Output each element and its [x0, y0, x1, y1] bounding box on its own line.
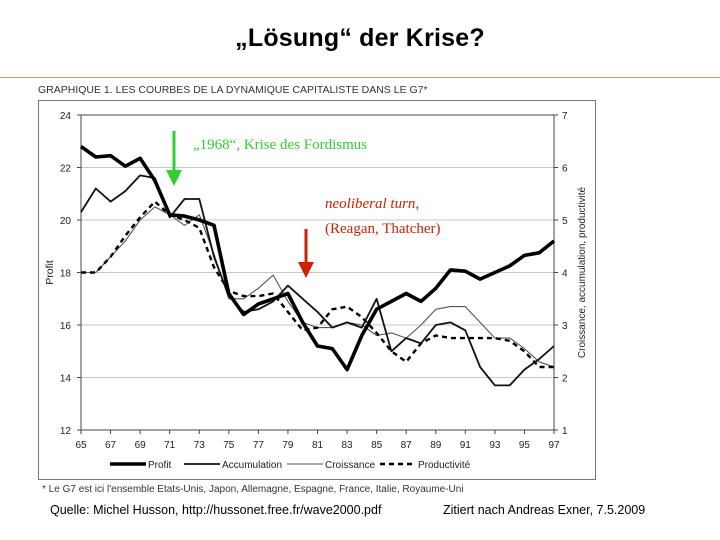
legend-label: Accumulation	[222, 460, 282, 471]
cited-by: Zitiert nach Andreas Exner, 7.5.2009	[443, 503, 646, 517]
slide-title: „Lösung“ der Krise?	[235, 24, 485, 52]
x-tick-label: 73	[194, 440, 206, 451]
grid-lines	[81, 114, 554, 431]
arrow-neoliberal-icon	[298, 229, 314, 278]
source-citation: Quelle: Michel Husson, http://hussonet.f…	[50, 503, 382, 517]
x-tick-label: 75	[223, 440, 235, 451]
y-tick-label: 22	[60, 164, 72, 175]
x-tick-label: 67	[105, 440, 117, 451]
series-line-productivite	[81, 199, 554, 369]
series-lines	[79, 145, 556, 387]
annotation-reagan-thatcher: (Reagan, Thatcher)	[325, 221, 441, 237]
x-tick-label: 79	[282, 440, 294, 451]
y2-tick-label: 1	[562, 426, 568, 437]
chart-frame	[38, 100, 596, 480]
series-line-profit	[79, 145, 556, 372]
x-tick-label: 87	[401, 440, 413, 451]
x-tick-label: 83	[342, 440, 354, 451]
y-tick-label: 18	[60, 269, 72, 280]
y-tick-label: 14	[60, 374, 72, 385]
x-tick-label: 65	[75, 440, 87, 451]
arrow-1968-icon	[166, 131, 182, 186]
legend: Profit Accumulation Croissance Productivité	[110, 460, 471, 471]
y2-tick-label: 3	[562, 321, 568, 332]
annotation-1968: „1968“, Krise des Fordismus	[193, 137, 367, 153]
legend-label: Profit	[148, 460, 172, 471]
x-tick-label: 93	[489, 440, 501, 451]
x-tick-label: 97	[548, 440, 560, 451]
x-tick-label: 89	[430, 440, 442, 451]
y2-tick-label: 5	[562, 216, 568, 227]
series-line-accumulation	[80, 174, 555, 387]
y-tick-label: 12	[60, 426, 72, 437]
title-divider	[0, 77, 720, 78]
chart-caption: GRAPHIQUE 1. LES COURBES DE LA DYNAMIQUE…	[38, 84, 428, 96]
chart-footnote: * Le G7 est ici l'ensemble Etats-Unis, J…	[42, 484, 464, 495]
y2-tick-label: 4	[562, 269, 568, 280]
y2-axis-label: Croissance, accumulation, productivité	[577, 186, 588, 358]
x-tick-label: 71	[164, 440, 176, 451]
x-tick-label: 77	[253, 440, 265, 451]
x-tick-label: 85	[371, 440, 383, 451]
y2-tick-label: 7	[562, 111, 568, 122]
y2-tick-label: 6	[562, 164, 568, 175]
y2-tick-label: 2	[562, 374, 568, 385]
annotation-neoliberal-turn: neoliberal turn,	[325, 196, 419, 212]
legend-label: Croissance	[325, 460, 375, 471]
legend-label: Productivité	[418, 460, 471, 471]
y-axis-label: Profit	[44, 260, 56, 285]
x-tick-label: 69	[135, 440, 147, 451]
annotations: „1968“, Krise des Fordismus neoliberal t…	[166, 131, 441, 278]
y-tick-label: 20	[60, 216, 72, 227]
y-tick-label: 16	[60, 321, 72, 332]
x-tick-label: 81	[312, 440, 324, 451]
x-tick-label: 95	[519, 440, 531, 451]
x-tick-label: 91	[460, 440, 472, 451]
y-tick-label: 24	[60, 111, 72, 122]
